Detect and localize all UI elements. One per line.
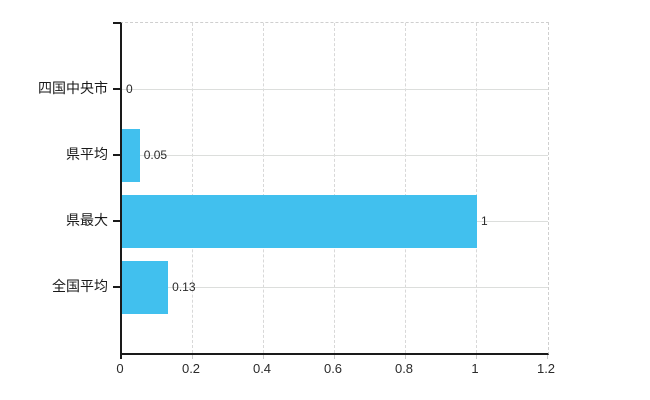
x-axis-tick bbox=[192, 355, 193, 359]
gridline-horizontal bbox=[122, 286, 548, 288]
y-axis-tick-top bbox=[113, 22, 121, 24]
gridline-vertical bbox=[334, 23, 336, 353]
y-axis-tick bbox=[113, 220, 121, 222]
x-tick-label: 0.8 bbox=[394, 361, 414, 376]
x-tick-label: 1 bbox=[471, 361, 479, 376]
bar-value-label: 0.05 bbox=[143, 148, 168, 162]
category-label: 県最大 bbox=[66, 212, 108, 228]
bar-value-label: 0 bbox=[126, 82, 133, 96]
gridline-vertical bbox=[476, 23, 478, 353]
x-axis-tick bbox=[405, 355, 406, 359]
bar-3 bbox=[122, 194, 477, 248]
gridline-horizontal bbox=[122, 88, 548, 90]
y-axis-tick bbox=[113, 286, 121, 288]
bar-2 bbox=[122, 128, 140, 182]
gridline-vertical bbox=[405, 23, 407, 353]
bar-value-label: 0.13 bbox=[172, 280, 196, 294]
x-tick-label: 0.6 bbox=[323, 361, 343, 376]
category-label: 全国平均 bbox=[52, 278, 108, 294]
x-axis-tick bbox=[334, 355, 335, 359]
bar-value-label: 1 bbox=[481, 214, 488, 228]
x-axis-tick-zero bbox=[120, 353, 122, 359]
x-tick-label: 0.2 bbox=[181, 361, 201, 376]
x-tick-label: 0.4 bbox=[252, 361, 272, 376]
x-axis-tick bbox=[476, 355, 477, 359]
y-axis-tick bbox=[113, 154, 121, 156]
category-label: 四国中央市 bbox=[38, 80, 108, 96]
gridline-vertical bbox=[263, 23, 265, 353]
gridline-horizontal bbox=[122, 154, 548, 156]
gridline-vertical bbox=[192, 23, 194, 353]
x-tick-label: 1.2 bbox=[536, 361, 556, 376]
bar-4 bbox=[122, 260, 169, 314]
x-tick-label: 0 bbox=[116, 361, 124, 376]
plot-area: 0 0.05 1 0.13 bbox=[113, 22, 549, 359]
x-axis-tick bbox=[263, 355, 264, 359]
x-axis-tick bbox=[547, 355, 548, 359]
category-label: 県平均 bbox=[66, 146, 108, 162]
y-axis-tick bbox=[113, 88, 121, 90]
